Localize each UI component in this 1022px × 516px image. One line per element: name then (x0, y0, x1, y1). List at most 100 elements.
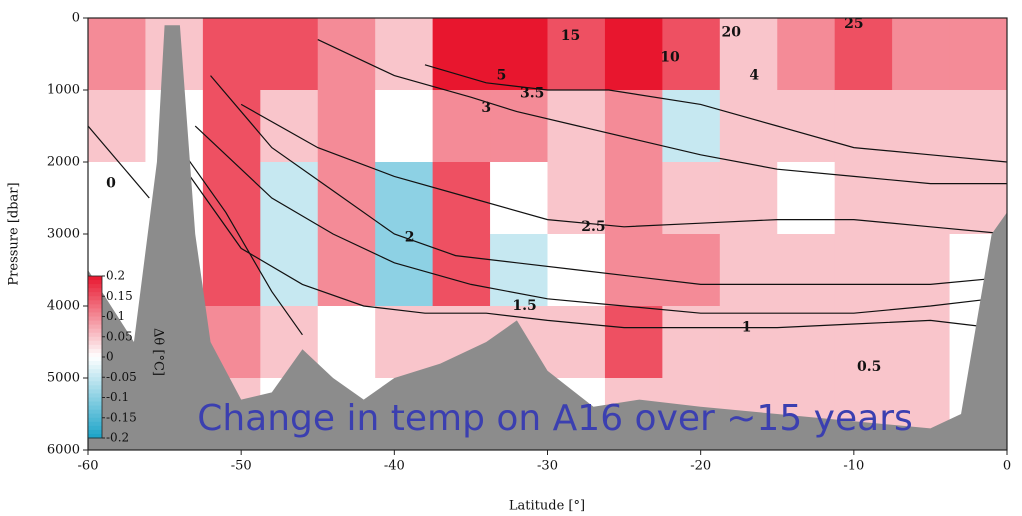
colorbar-step (88, 304, 102, 309)
anomaly-cell (432, 234, 491, 307)
x-tick-label: -30 (537, 459, 558, 474)
anomaly-cell (547, 90, 606, 163)
colorbar-step (88, 352, 102, 358)
anomaly-cell (547, 306, 606, 379)
contour-label: 3 (481, 100, 491, 116)
anomaly-cell (777, 306, 836, 379)
anomaly-cell (892, 162, 951, 235)
anomaly-cell (490, 234, 548, 307)
colorbar-step (88, 308, 102, 313)
contour-label: 15 (561, 28, 580, 44)
anomaly-cell (490, 162, 548, 235)
anomaly-cell (834, 90, 893, 163)
x-tick-label: -20 (690, 459, 711, 474)
x-tick-label: -50 (231, 459, 252, 474)
colorbar-step (88, 433, 102, 439)
contour-label: 0.5 (857, 359, 881, 375)
anomaly-cell (317, 306, 376, 379)
anomaly-cell (317, 234, 376, 307)
contour-line (87, 125, 150, 199)
y-tick-label: 3000 (47, 227, 80, 242)
colorbar-step (88, 336, 102, 342)
colorbar-step (88, 320, 102, 326)
colorbar-step (88, 357, 102, 362)
colorbar-step (88, 393, 102, 398)
anomaly-cell (949, 90, 1008, 163)
anomaly-cell (719, 162, 778, 235)
colorbar-step (88, 417, 102, 423)
anomaly-cell (260, 162, 319, 235)
y-tick-label: 2000 (47, 155, 80, 170)
anomaly-cell (834, 18, 893, 91)
colorbar-step (88, 292, 102, 297)
anomaly-cell (719, 234, 778, 307)
colorbar-tick-label: 0.2 (106, 269, 125, 283)
anomaly-cell (892, 234, 951, 307)
colorbar-step (88, 373, 102, 378)
colorbar-tick-label: 0.1 (106, 309, 125, 323)
colorbar-step (88, 280, 102, 285)
colorbar-step (88, 413, 102, 419)
contour-label: 3.5 (520, 86, 544, 102)
colorbar-tick-label: -0.05 (106, 370, 137, 384)
colorbar-step (88, 389, 102, 394)
colorbar-step (88, 316, 102, 322)
anomaly-cell (317, 162, 376, 235)
colorbar-tick-label: 0.05 (106, 329, 133, 343)
colorbar-step (88, 409, 102, 415)
contour-label: 20 (722, 24, 742, 40)
overlay-title: Change in temp on A16 over ~15 years (197, 398, 913, 439)
y-tick-label: 1000 (47, 83, 80, 98)
anomaly-cell (260, 234, 319, 307)
colorbar-step (88, 344, 102, 350)
colorbar-step (88, 421, 102, 427)
anomaly-cell (604, 90, 663, 163)
contour-line (164, 125, 303, 336)
contour-line (210, 75, 1008, 285)
colorbar-tick-label: 0.15 (106, 289, 133, 303)
anomaly-cell (547, 18, 606, 91)
anomaly-cell (490, 90, 548, 163)
anomaly-cell (777, 162, 836, 235)
anomaly-cell (260, 90, 319, 163)
anomaly-cell (777, 18, 836, 91)
anomaly-cell (719, 18, 778, 91)
anomaly-cell (375, 162, 434, 235)
anomaly-cell (202, 234, 261, 307)
colorbar-step (88, 401, 102, 407)
contour-label: 5 (497, 68, 507, 84)
colorbar-step (88, 361, 102, 366)
anomaly-cell (662, 18, 721, 91)
colorbar-tick-label: -0.1 (106, 390, 129, 404)
contour-label: 1.5 (512, 298, 536, 314)
anomaly-cell (375, 90, 434, 163)
colorbar-step (88, 328, 102, 334)
anomaly-cell (317, 90, 376, 163)
colorbar-step (88, 425, 102, 431)
plot-area (87, 18, 1008, 451)
colorbar-step (88, 385, 102, 390)
anomaly-cell (662, 234, 721, 307)
anomaly-cell (604, 18, 663, 91)
colorbar-step (88, 276, 102, 281)
contour-label: 0 (106, 176, 116, 192)
colorbar-label: Δθ [°C] (151, 328, 166, 376)
contour-line (179, 161, 992, 329)
anomaly-cell (202, 18, 261, 91)
y-tick-label: 6000 (47, 443, 80, 458)
colorbar-tick-label: -0.15 (106, 410, 137, 424)
y-axis-label: Pressure [dbar] (7, 182, 22, 285)
anomaly-cell (375, 18, 434, 91)
contour-line (317, 39, 1007, 185)
colorbar-tick-label: -0.2 (106, 431, 129, 445)
anomaly-cell (604, 306, 663, 379)
anomaly-cell (719, 90, 778, 163)
anomaly-cell (777, 90, 836, 163)
colorbar-step (88, 348, 102, 354)
contour-label: 1 (742, 320, 752, 336)
anomaly-cell (662, 90, 721, 163)
colorbar-step (88, 324, 102, 330)
anomaly-cell (375, 234, 434, 307)
colorbar-step (88, 332, 102, 338)
